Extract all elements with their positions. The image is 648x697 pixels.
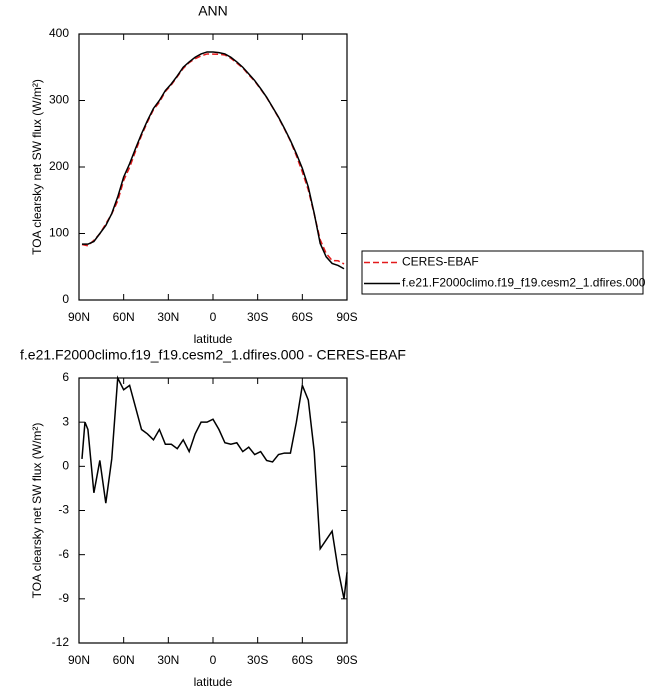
data-line bbox=[81, 375, 348, 599]
y-tick-label: 0 bbox=[62, 459, 69, 473]
x-tick-label: 30N bbox=[157, 310, 179, 324]
y-tick-label: 3 bbox=[62, 414, 69, 428]
y-tick-label: -6 bbox=[58, 547, 69, 561]
data-line bbox=[81, 53, 345, 265]
y-tick-label: 400 bbox=[49, 26, 69, 40]
x-axis-label: latitude bbox=[194, 332, 233, 346]
x-tick-label: 60S bbox=[292, 310, 313, 324]
plot-frame bbox=[78, 33, 348, 301]
y-tick-label: 200 bbox=[49, 159, 69, 173]
y-tick-label: -12 bbox=[52, 635, 70, 649]
y-tick-label: 6 bbox=[62, 370, 69, 384]
y-axis-label: TOA clearsky net SW flux (W/m²) bbox=[30, 79, 44, 255]
y-axis-label: TOA clearsky net SW flux (W/m²) bbox=[30, 423, 44, 599]
x-tick-label: 60S bbox=[292, 653, 313, 667]
x-tick-label: 0 bbox=[210, 653, 217, 667]
data-line bbox=[81, 51, 345, 270]
chart-title: ANN bbox=[198, 3, 228, 19]
x-tick-label: 60N bbox=[113, 653, 135, 667]
x-tick-label: 90N bbox=[68, 310, 90, 324]
x-tick-label: 90N bbox=[68, 653, 90, 667]
x-tick-label: 90S bbox=[336, 310, 357, 324]
y-tick-label: -9 bbox=[58, 591, 69, 605]
x-tick-label: 60N bbox=[113, 310, 135, 324]
legend-label: CERES-EBAF bbox=[402, 255, 479, 269]
x-tick-label: 90S bbox=[336, 653, 357, 667]
plot-frame bbox=[78, 377, 348, 644]
x-tick-label: 30N bbox=[157, 653, 179, 667]
x-tick-label: 30S bbox=[247, 310, 268, 324]
y-tick-label: 0 bbox=[62, 292, 69, 306]
legend-label: f.e21.F2000climo.f19_f19.cesm2_1.dfires.… bbox=[402, 276, 646, 290]
legend-frame bbox=[361, 250, 644, 295]
y-tick-label: -3 bbox=[58, 503, 69, 517]
y-tick-label: 100 bbox=[49, 226, 69, 240]
y-tick-label: 300 bbox=[49, 93, 69, 107]
x-tick-label: 0 bbox=[210, 310, 217, 324]
chart-title: f.e21.F2000climo.f19_f19.cesm2_1.dfires.… bbox=[20, 347, 406, 363]
x-tick-label: 30S bbox=[247, 653, 268, 667]
x-axis-label: latitude bbox=[194, 675, 233, 689]
